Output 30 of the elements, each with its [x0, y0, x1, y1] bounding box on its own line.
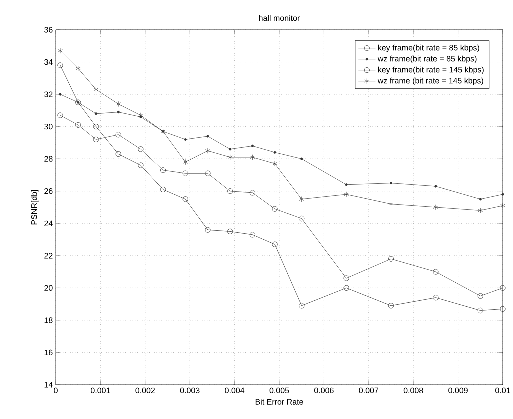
- y-tick-label: 16: [44, 350, 53, 356]
- x-tick-label: 0: [54, 388, 58, 394]
- y-tick-label: 14: [44, 382, 53, 388]
- x-tick-label: 0.001: [91, 388, 110, 394]
- legend-label: wz frame (bit rate = 145 kbps): [378, 78, 484, 86]
- y-tick-label: 36: [44, 27, 53, 33]
- x-tick-label: 0.007: [359, 388, 379, 394]
- y-tick-label: 30: [44, 124, 53, 130]
- x-tick-label: 0.006: [314, 388, 334, 394]
- x-tick-label: 0.004: [225, 388, 245, 394]
- y-tick-label: 18: [44, 318, 53, 324]
- y-tick-label: 24: [44, 220, 53, 226]
- x-tick-label: 0.002: [136, 388, 156, 394]
- x-tick-label: 0.01: [496, 388, 510, 394]
- x-tick-label: 0.009: [448, 388, 468, 394]
- y-tick-label: 26: [44, 188, 53, 194]
- y-axis-title: PSNR[db]: [31, 190, 39, 225]
- x-tick-label: 0.003: [180, 388, 200, 394]
- y-tick-label: 20: [44, 285, 53, 291]
- legend-label: key frame(bit rate = 85 kbps): [378, 44, 480, 52]
- chart-title: hall monitor: [259, 15, 300, 22]
- x-axis-title: Bit Error Rate: [256, 399, 304, 405]
- y-tick-label: 22: [44, 253, 53, 259]
- x-tick-label: 0.005: [270, 388, 290, 394]
- legend-label: wz frame(bit rate = 85 kbps): [378, 56, 477, 64]
- legend-label: key frame(bit rate = 145 kbps): [378, 66, 484, 74]
- x-tick-label: 0.008: [404, 388, 424, 394]
- y-tick-label: 28: [44, 156, 53, 162]
- y-tick-label: 32: [44, 92, 53, 98]
- y-tick-label: 34: [44, 59, 53, 66]
